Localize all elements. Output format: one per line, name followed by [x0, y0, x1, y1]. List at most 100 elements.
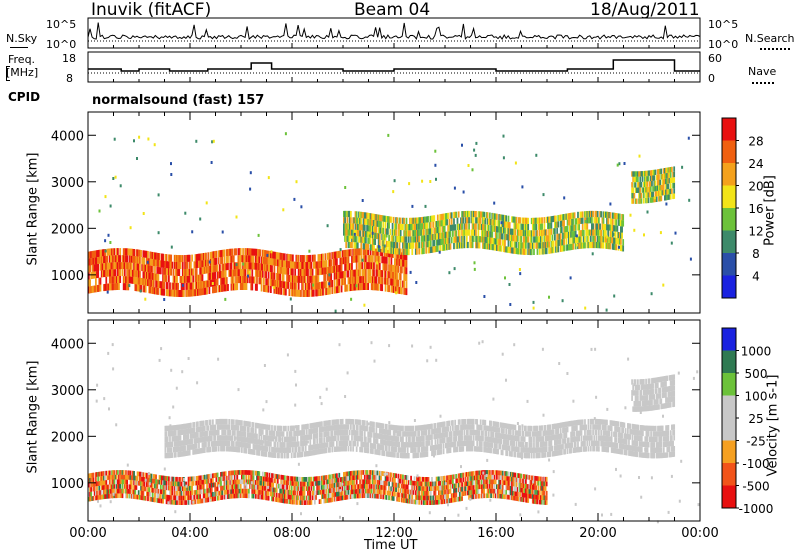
power-speck — [521, 185, 524, 189]
power-cell — [308, 275, 310, 283]
velocity-cell — [346, 490, 349, 495]
power-cell — [483, 224, 486, 231]
power-cell — [409, 224, 411, 231]
velocity-cell — [448, 475, 451, 480]
power-cell — [326, 287, 329, 295]
velocity-cell — [122, 488, 125, 494]
power-cell — [533, 224, 535, 231]
velocity-cell — [252, 479, 255, 485]
velocity-cell — [248, 474, 250, 480]
power-cell — [549, 247, 552, 254]
power-cell — [346, 235, 349, 242]
power-cell — [373, 276, 375, 284]
velocity-cell — [208, 483, 211, 488]
velocity-cell — [482, 479, 484, 485]
velocity-cell — [503, 494, 505, 499]
power-cell — [123, 248, 126, 256]
power-cell — [563, 238, 565, 245]
velocity-cell — [469, 480, 472, 486]
power-cell — [244, 262, 247, 270]
velocity-cell — [435, 499, 438, 505]
power-cell — [435, 245, 438, 252]
power-cell — [290, 275, 293, 283]
power-cell — [383, 263, 386, 271]
velocity-cell — [332, 492, 335, 498]
velocity-cell — [128, 489, 131, 494]
power-cell — [633, 182, 636, 188]
power-speck — [350, 297, 353, 301]
power-cell — [114, 276, 117, 284]
power-speck — [502, 156, 505, 160]
velocity-cell — [525, 474, 527, 480]
power-cell — [634, 198, 637, 204]
nave-right-tick-top: 60 — [708, 52, 722, 65]
power-cell — [119, 276, 122, 283]
velocity-cell — [100, 490, 103, 495]
power-cell — [664, 173, 666, 179]
velocity-cell — [180, 500, 183, 505]
velocity-cell — [458, 487, 461, 492]
velocity-cell — [446, 484, 448, 490]
velocity-cell — [256, 480, 258, 485]
power-cell — [198, 260, 200, 268]
power-cell — [647, 170, 650, 176]
power-cell — [301, 283, 304, 290]
power-cell — [593, 241, 596, 249]
velocity-cell — [355, 470, 358, 476]
power-cell — [362, 236, 365, 244]
velocity-cell — [440, 494, 443, 500]
power-cell — [442, 213, 445, 220]
velocity-cell — [195, 480, 198, 486]
power-cell — [454, 224, 457, 231]
power-cell — [391, 250, 394, 258]
velocity-cell — [345, 471, 348, 477]
power-cell — [633, 176, 636, 183]
power-cell — [543, 248, 546, 255]
power-cell — [404, 236, 407, 243]
power-cell — [161, 260, 163, 268]
power-cell — [282, 281, 285, 289]
power-cell — [543, 235, 546, 242]
power-cell — [396, 279, 399, 287]
power-cell — [274, 279, 277, 287]
power-cell — [302, 290, 305, 297]
power-speck — [249, 171, 252, 175]
velocity-cell — [260, 485, 263, 491]
velocity-cell — [265, 472, 268, 477]
power-cell — [354, 242, 357, 249]
power-cell — [475, 223, 477, 230]
power-cell — [213, 272, 215, 280]
power-cell — [390, 257, 393, 265]
velocity-cell — [178, 491, 181, 496]
velocity-cell — [165, 485, 168, 491]
power-cell — [384, 263, 387, 271]
velocity-cell — [543, 486, 546, 491]
velocity-cell — [281, 498, 284, 503]
power-speck — [429, 180, 432, 183]
power-cell — [280, 287, 283, 295]
velocity-cell — [373, 470, 375, 475]
power-cell — [185, 268, 188, 276]
velocity-cell — [191, 476, 193, 482]
velocity-cell — [271, 496, 273, 502]
velocity-cell — [513, 495, 516, 501]
velocity-cell — [336, 482, 338, 488]
power-cell — [435, 227, 438, 234]
velocity-cell — [173, 452, 176, 458]
power-cell — [538, 229, 541, 237]
velocity-cell — [90, 482, 93, 488]
velocity-cell — [309, 490, 312, 496]
power-cell — [337, 286, 339, 293]
power-cell — [615, 244, 618, 251]
velocity-cell — [375, 484, 378, 490]
power-cell — [154, 273, 156, 281]
power-cell — [433, 233, 436, 240]
power-cell — [248, 255, 250, 263]
power-cell — [654, 196, 657, 203]
velocity-cell — [347, 490, 350, 495]
velocity-cell — [443, 475, 446, 481]
power-cell — [272, 251, 275, 259]
power-cell — [458, 242, 461, 249]
velocity-cell — [485, 484, 488, 489]
power-cell — [307, 276, 309, 283]
